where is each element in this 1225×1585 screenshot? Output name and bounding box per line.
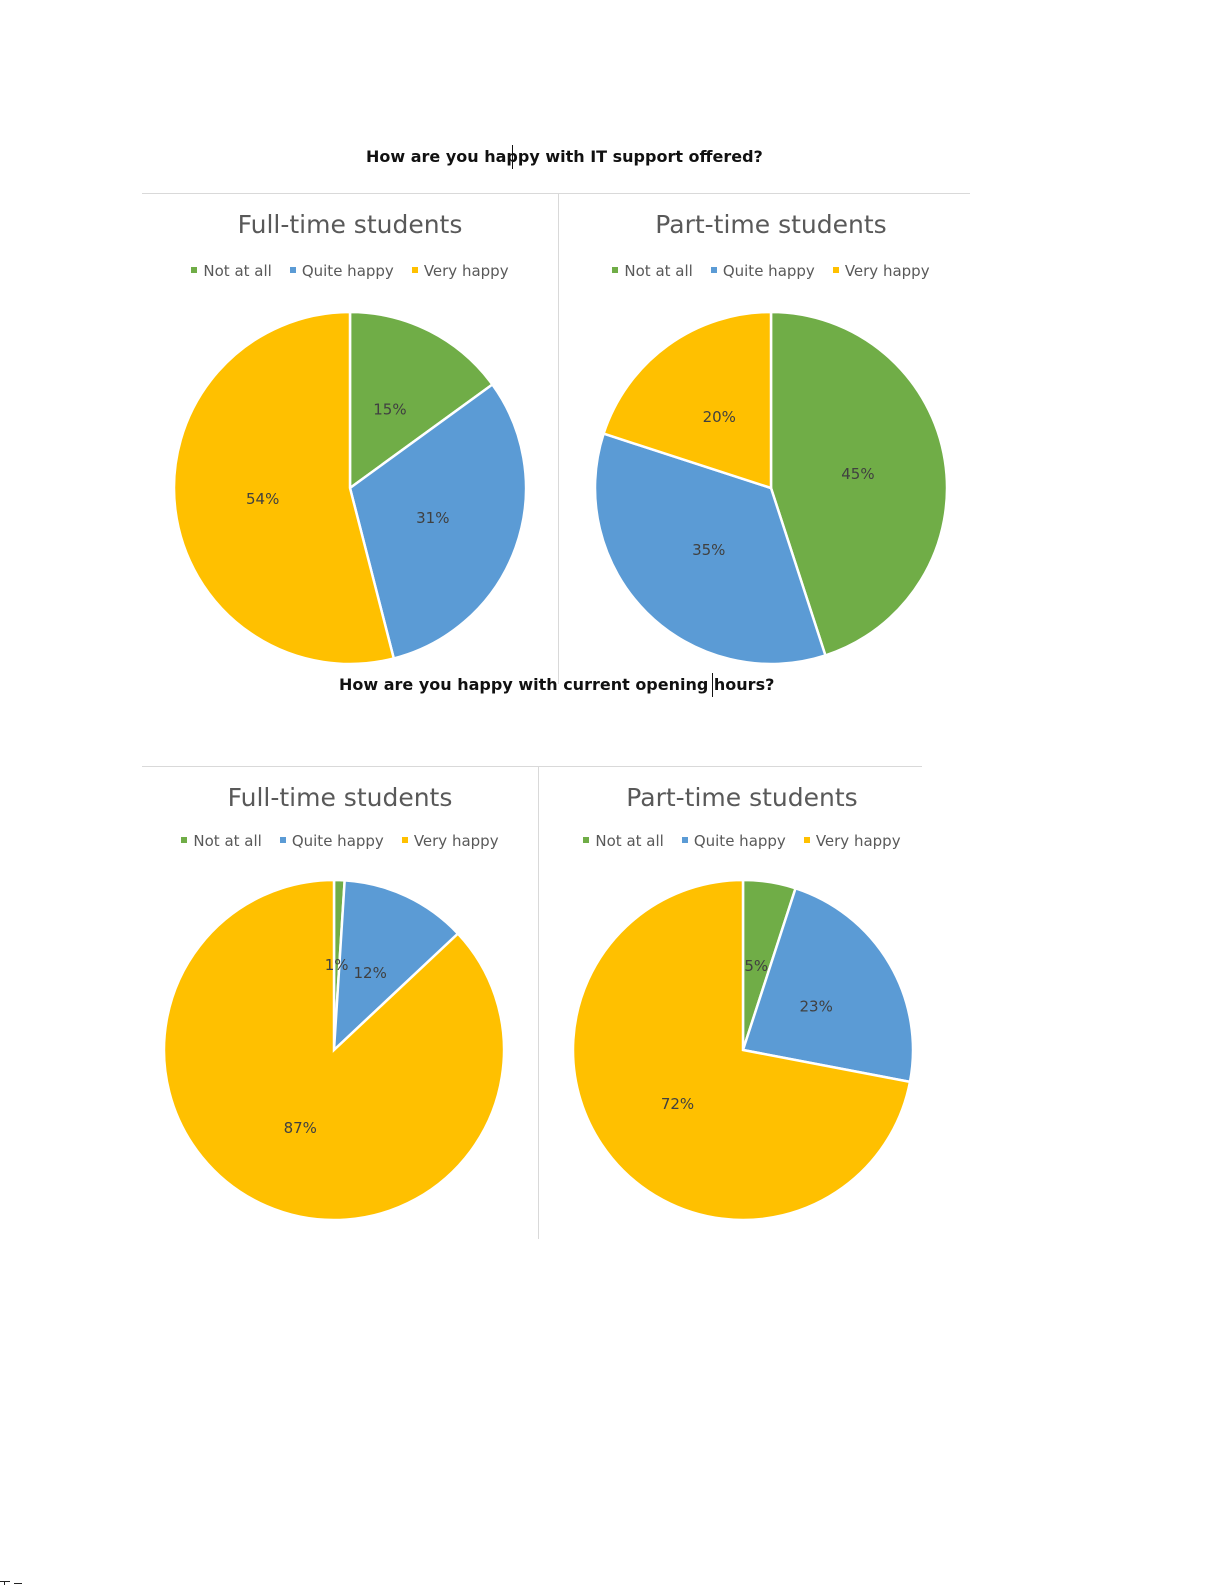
text-cursor: [512, 145, 513, 169]
legend-item-very-happy: Very happy: [832, 262, 930, 280]
legend-item-very-happy: Very happy: [411, 262, 509, 280]
legend-swatch: [411, 266, 418, 273]
legend-label: Not at all: [203, 262, 272, 280]
divider: [142, 193, 970, 194]
legend-label: Very happy: [815, 832, 901, 850]
divider: [558, 194, 559, 684]
legend-swatch: [803, 836, 810, 843]
data-label-not-at-all: 1%: [325, 956, 349, 974]
data-label-very-happy: 87%: [284, 1119, 317, 1137]
legend-label: Not at all: [624, 262, 693, 280]
data-label-very-happy: 20%: [703, 408, 736, 426]
pie-slice-quite-happy: [593, 432, 827, 666]
legend-swatch: [279, 836, 286, 843]
legend-swatch: [191, 266, 198, 273]
pie-slice-not-at-all: [769, 310, 949, 657]
legend-label: Very happy: [844, 262, 930, 280]
pie-slice-very-happy: [172, 310, 396, 666]
chart-panel-it-fulltime: Full-time students Not at all Quite happy…: [142, 194, 558, 684]
pie-slice-quite-happy: [348, 382, 528, 660]
legend-swatch: [832, 266, 839, 273]
data-label-very-happy: 72%: [661, 1095, 694, 1113]
question-title-it-support: How are you happy with IT support offere…: [366, 147, 763, 166]
data-label-not-at-all: 15%: [373, 401, 406, 419]
legend-label: Quite happy: [693, 832, 786, 850]
chart-title: Full-time students: [227, 783, 453, 812]
legend-swatch: [583, 836, 590, 843]
legend-swatch: [401, 836, 408, 843]
data-label-quite-happy: 35%: [692, 541, 725, 559]
legend-swatch: [681, 836, 688, 843]
legend-swatch: [612, 266, 619, 273]
chart-legend: Not at all Quite happy Very happy: [539, 832, 945, 850]
legend-label: Quite happy: [722, 262, 815, 280]
pie-slice-quite-happy: [332, 879, 460, 1054]
chart-panel-hours-fulltime: Full-time students Not at all Quite happy…: [142, 767, 538, 1239]
pie-slice-quite-happy: [741, 886, 915, 1084]
legend-label: Very happy: [423, 262, 509, 280]
divider: [538, 767, 539, 1239]
data-label-quite-happy: 23%: [799, 998, 832, 1016]
data-label-very-happy: 54%: [246, 490, 279, 508]
pie-slice-very-happy: [162, 878, 506, 1222]
legend-item-not-at-all: Not at all: [583, 832, 664, 850]
pie-slice-not-at-all: [348, 310, 495, 491]
text-cursor: [712, 673, 713, 697]
pie-slice-very-happy: [571, 878, 912, 1222]
chart-title: Part-time students: [655, 210, 887, 239]
data-label-quite-happy: 31%: [416, 509, 449, 527]
legend-item-quite-happy: Quite happy: [289, 262, 394, 280]
data-label-not-at-all: 45%: [841, 465, 874, 483]
legend-item-quite-happy: Quite happy: [279, 832, 384, 850]
legend-item-not-at-all: Not at all: [181, 832, 262, 850]
legend-label: Quite happy: [301, 262, 394, 280]
chart-panel-hours-parttime: Part-time students Not at all Quite happy…: [539, 767, 945, 1239]
chart-title: Part-time students: [626, 783, 858, 812]
pie-slice-very-happy: [602, 310, 773, 490]
question-title-opening-hours: How are you happy with current opening h…: [339, 675, 775, 694]
legend-item-very-happy: Very happy: [803, 832, 901, 850]
page-corner-mark: [0, 1581, 26, 1585]
legend-label: Not at all: [595, 832, 664, 850]
legend-item-quite-happy: Quite happy: [710, 262, 815, 280]
legend-item-not-at-all: Not at all: [612, 262, 693, 280]
legend-label: Very happy: [413, 832, 499, 850]
legend-item-quite-happy: Quite happy: [681, 832, 786, 850]
data-label-quite-happy: 12%: [354, 964, 387, 982]
legend-item-very-happy: Very happy: [401, 832, 499, 850]
divider: [142, 766, 922, 767]
chart-legend: Not at all Quite happy Very happy: [142, 262, 558, 280]
legend-swatch: [710, 266, 717, 273]
legend-swatch: [289, 266, 296, 273]
chart-title: Full-time students: [237, 210, 463, 239]
chart-panel-it-parttime: Part-time students Not at all Quite happy…: [559, 194, 983, 684]
data-label-not-at-all: 5%: [744, 957, 768, 975]
legend-label: Not at all: [193, 832, 262, 850]
legend-label: Quite happy: [291, 832, 384, 850]
chart-legend: Not at all Quite happy Very happy: [559, 262, 983, 280]
legend-item-not-at-all: Not at all: [191, 262, 272, 280]
legend-swatch: [181, 836, 188, 843]
chart-legend: Not at all Quite happy Very happy: [142, 832, 538, 850]
